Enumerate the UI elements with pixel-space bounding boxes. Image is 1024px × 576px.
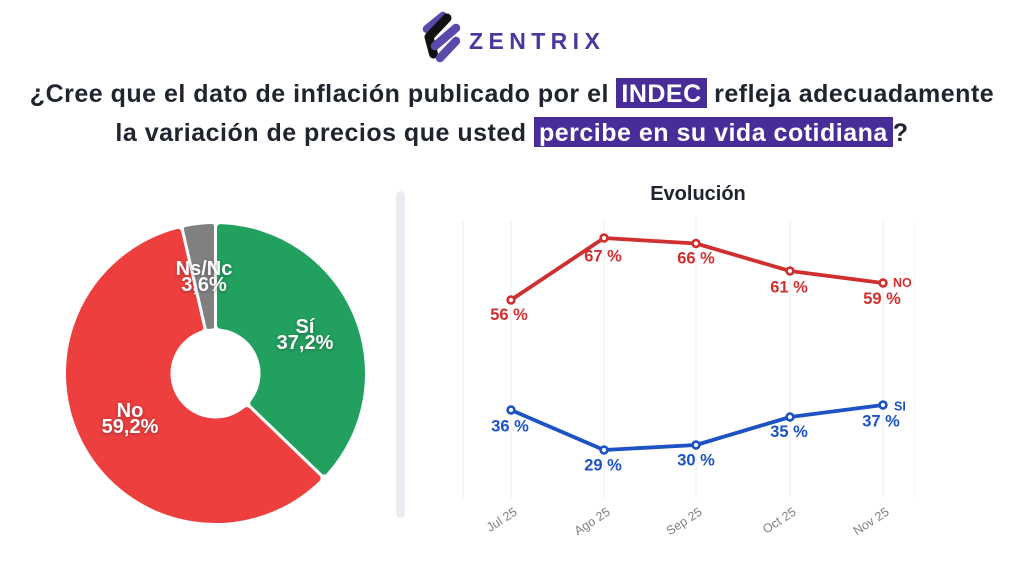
svg-text:Oct 25: Oct 25 <box>760 505 799 537</box>
svg-text:NO: NO <box>893 276 912 290</box>
svg-text:SI: SI <box>894 400 906 414</box>
svg-text:Jul 25: Jul 25 <box>484 505 520 535</box>
svg-text:29 %: 29 % <box>584 457 622 475</box>
svg-text:37 %: 37 % <box>862 413 900 431</box>
svg-text:Nov 25: Nov 25 <box>851 505 892 538</box>
svg-text:Sep 25: Sep 25 <box>664 505 705 538</box>
svg-text:61 %: 61 % <box>770 279 808 297</box>
svg-text:35 %: 35 % <box>770 423 808 441</box>
svg-text:30 %: 30 % <box>677 452 715 470</box>
svg-text:66 %: 66 % <box>677 250 715 268</box>
svg-text:36 %: 36 % <box>491 418 529 436</box>
svg-text:59 %: 59 % <box>863 290 901 308</box>
svg-text:67 %: 67 % <box>584 248 622 266</box>
svg-text:Ago 25: Ago 25 <box>572 505 613 538</box>
svg-text:56 %: 56 % <box>490 306 528 324</box>
